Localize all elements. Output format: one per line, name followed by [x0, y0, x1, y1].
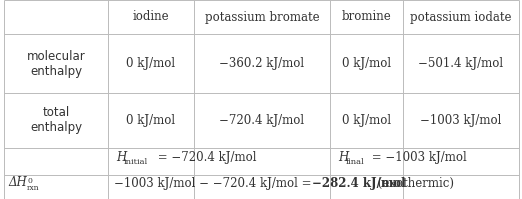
Text: = −1003 kJ/mol: = −1003 kJ/mol: [368, 151, 467, 164]
Text: −1003 kJ/mol − −720.4 kJ/mol =: −1003 kJ/mol − −720.4 kJ/mol =: [114, 177, 315, 189]
Text: bromine: bromine: [341, 11, 392, 23]
Text: initial: initial: [124, 158, 148, 167]
Text: rxn: rxn: [27, 184, 40, 192]
Text: 0 kJ/mol: 0 kJ/mol: [342, 114, 391, 127]
Text: 0 kJ/mol: 0 kJ/mol: [126, 114, 175, 127]
Text: −501.4 kJ/mol: −501.4 kJ/mol: [419, 57, 504, 70]
Text: 0: 0: [27, 177, 32, 185]
Text: final: final: [346, 158, 365, 167]
Text: 0 kJ/mol: 0 kJ/mol: [126, 57, 175, 70]
Text: H: H: [116, 151, 126, 164]
Text: ΔH: ΔH: [8, 177, 27, 189]
Text: (exothermic): (exothermic): [374, 177, 454, 189]
Text: molecular
enthalpy: molecular enthalpy: [27, 50, 86, 77]
Text: −720.4 kJ/mol: −720.4 kJ/mol: [219, 114, 304, 127]
Text: total
enthalpy: total enthalpy: [30, 106, 82, 135]
Text: iodine: iodine: [133, 11, 169, 23]
Text: H: H: [338, 151, 348, 164]
Text: potassium iodate: potassium iodate: [410, 11, 512, 23]
Text: potassium bromate: potassium bromate: [205, 11, 319, 23]
Text: 0 kJ/mol: 0 kJ/mol: [342, 57, 391, 70]
Text: −1003 kJ/mol: −1003 kJ/mol: [420, 114, 502, 127]
Text: −360.2 kJ/mol: −360.2 kJ/mol: [219, 57, 304, 70]
Text: −282.4 kJ/mol: −282.4 kJ/mol: [312, 177, 406, 189]
Text: = −720.4 kJ/mol: = −720.4 kJ/mol: [154, 151, 256, 164]
